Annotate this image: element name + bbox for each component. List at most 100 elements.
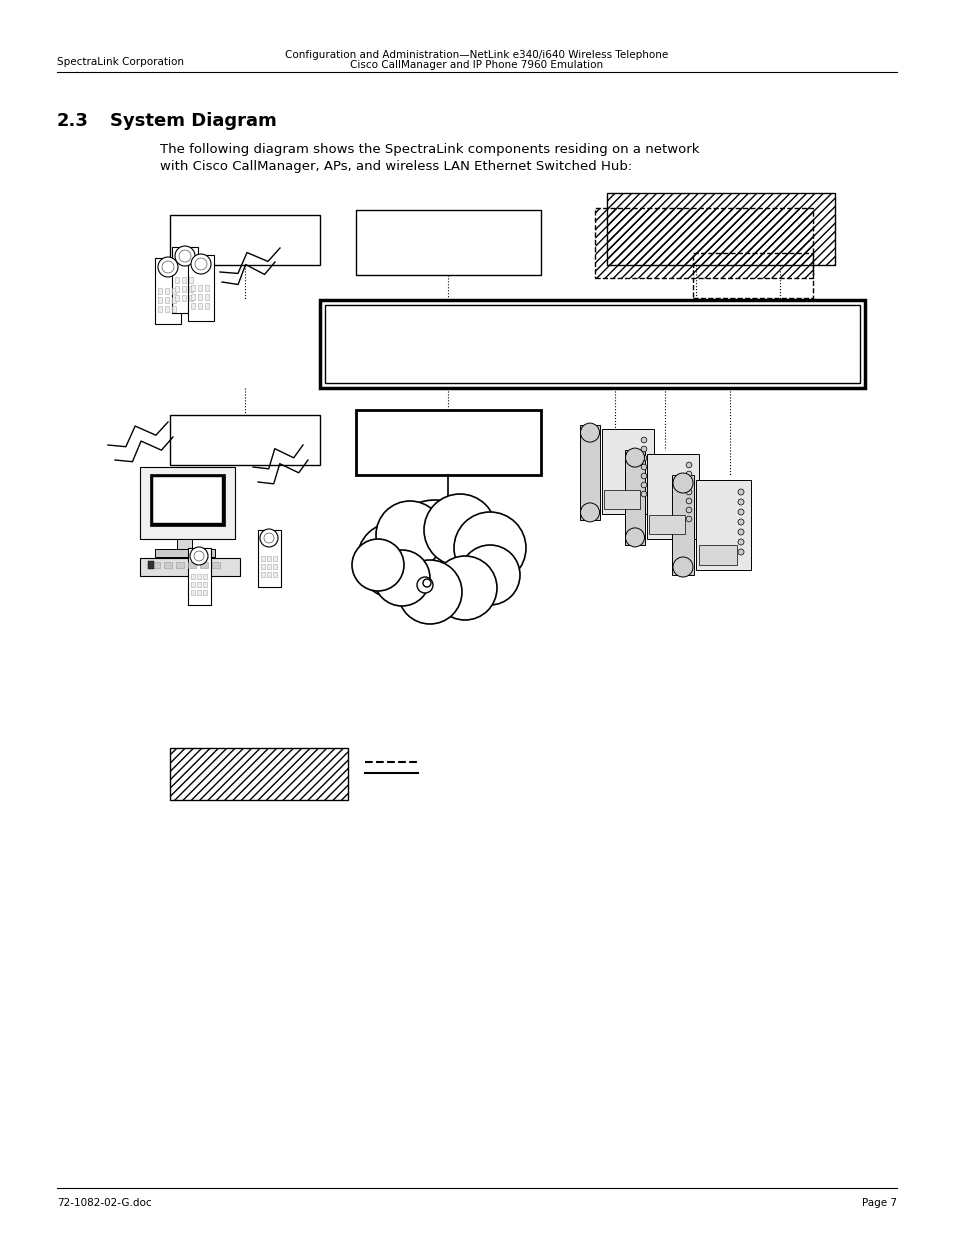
Bar <box>595 207 812 278</box>
Bar <box>267 572 271 577</box>
Bar <box>696 480 750 571</box>
Bar <box>154 550 214 557</box>
Bar <box>188 254 213 321</box>
Bar <box>158 288 162 294</box>
Text: Cisco CallManager and IP Phone 7960 Emulation: Cisco CallManager and IP Phone 7960 Emul… <box>350 61 603 70</box>
Circle shape <box>158 257 178 277</box>
Circle shape <box>416 577 433 593</box>
Bar <box>205 285 209 291</box>
Circle shape <box>374 550 430 606</box>
Bar <box>699 545 737 564</box>
Circle shape <box>191 254 211 274</box>
Bar <box>140 467 234 538</box>
Circle shape <box>685 516 691 522</box>
Circle shape <box>352 538 403 592</box>
Text: 72-1082-02-G.doc: 72-1082-02-G.doc <box>57 1198 152 1208</box>
Bar <box>267 556 271 561</box>
Bar <box>191 303 194 309</box>
Bar <box>212 562 220 568</box>
Bar <box>257 530 281 587</box>
Text: System Diagram: System Diagram <box>110 112 276 130</box>
Text: Configuration and Administration—NetLink e340/i640 Wireless Telephone: Configuration and Administration—NetLink… <box>285 49 668 61</box>
Bar <box>189 295 193 301</box>
Circle shape <box>640 456 646 461</box>
Bar <box>164 562 172 568</box>
Bar <box>325 305 859 383</box>
Bar <box>140 558 240 576</box>
Bar <box>579 425 599 520</box>
Circle shape <box>685 489 691 495</box>
Bar <box>273 572 276 577</box>
Circle shape <box>190 547 208 564</box>
Circle shape <box>397 559 461 624</box>
Bar <box>191 285 194 291</box>
Bar <box>624 450 644 545</box>
Bar <box>196 582 201 587</box>
Circle shape <box>356 522 433 598</box>
Circle shape <box>179 249 191 262</box>
Bar <box>196 574 201 579</box>
Bar <box>152 562 160 568</box>
Circle shape <box>685 508 691 513</box>
Bar <box>203 582 207 587</box>
Bar <box>692 253 812 298</box>
Bar <box>172 288 175 294</box>
Bar <box>261 556 265 561</box>
Bar <box>158 306 162 312</box>
Circle shape <box>640 446 646 452</box>
Bar <box>188 548 211 605</box>
Bar <box>150 474 225 526</box>
Circle shape <box>194 258 207 270</box>
Text: The following diagram shows the SpectraLink components residing on a network: The following diagram shows the SpectraL… <box>160 143 699 156</box>
Bar <box>355 210 540 275</box>
Bar <box>198 294 202 300</box>
Bar <box>603 490 639 509</box>
Bar <box>172 306 175 312</box>
Circle shape <box>423 494 496 566</box>
Circle shape <box>738 529 743 535</box>
Circle shape <box>433 556 497 620</box>
Bar <box>200 562 208 568</box>
Bar <box>601 429 654 514</box>
Circle shape <box>454 513 525 584</box>
Bar <box>175 562 184 568</box>
Bar <box>273 556 276 561</box>
Circle shape <box>640 437 646 443</box>
Circle shape <box>625 448 644 467</box>
Circle shape <box>193 551 204 561</box>
Circle shape <box>579 503 598 522</box>
Bar <box>191 574 194 579</box>
Text: with Cisco CallManager, APs, and wireless LAN Ethernet Switched Hub:: with Cisco CallManager, APs, and wireles… <box>160 161 632 173</box>
Bar <box>319 300 864 388</box>
Circle shape <box>640 492 646 496</box>
Bar <box>273 564 276 569</box>
Bar <box>182 287 186 291</box>
Bar <box>172 296 175 303</box>
Bar <box>152 477 222 522</box>
Bar <box>182 295 186 301</box>
Circle shape <box>738 538 743 545</box>
Bar <box>189 287 193 291</box>
Circle shape <box>640 473 646 479</box>
Bar <box>170 215 319 266</box>
Bar <box>205 303 209 309</box>
Bar <box>205 294 209 300</box>
Circle shape <box>459 545 519 605</box>
Bar <box>174 287 179 291</box>
Circle shape <box>260 529 277 547</box>
Bar <box>189 277 193 283</box>
Circle shape <box>174 246 194 266</box>
Bar <box>191 582 194 587</box>
Bar <box>165 306 169 312</box>
Text: Page 7: Page 7 <box>862 1198 896 1208</box>
Circle shape <box>375 501 443 569</box>
Circle shape <box>685 480 691 485</box>
Circle shape <box>640 464 646 469</box>
Bar <box>158 296 162 303</box>
Bar <box>198 285 202 291</box>
Bar <box>261 572 265 577</box>
Bar <box>174 295 179 301</box>
Bar <box>355 410 540 475</box>
Circle shape <box>640 482 646 488</box>
Bar <box>172 247 198 312</box>
